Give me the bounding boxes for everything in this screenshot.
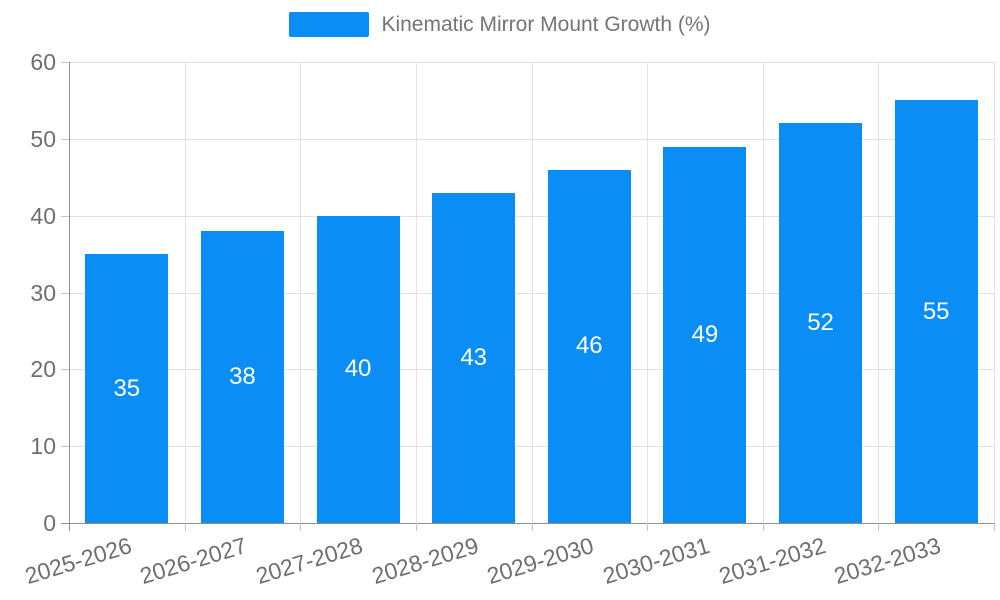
x-axis-tick [647, 523, 649, 531]
legend-label: Kinematic Mirror Mount Growth (%) [381, 12, 711, 36]
x-axis-label: 2029-2030 [484, 532, 597, 590]
bar [663, 146, 747, 523]
bar-value-label: 52 [807, 309, 834, 337]
legend-item[interactable]: Kinematic Mirror Mount Growth (%) [0, 12, 1000, 37]
x-axis-tick [415, 523, 417, 531]
bar [432, 192, 516, 523]
bar-value-label: 55 [922, 297, 950, 325]
x-axis-tick [184, 523, 186, 531]
x-axis-label: 2025-2026 [21, 532, 135, 590]
bar [316, 215, 400, 523]
x-axis-tick [300, 523, 302, 531]
y-axis-tick [61, 62, 69, 63]
x-axis-tick [531, 523, 533, 531]
bar-value-label: 38 [229, 363, 256, 391]
y-axis-tick [61, 369, 69, 371]
gridline-vertical [415, 62, 417, 523]
y-axis-tick-label: 40 [30, 202, 56, 229]
x-axis-tick [994, 523, 995, 531]
x-axis-label: 2032-2033 [830, 532, 944, 590]
x-axis-label: 2026-2027 [137, 532, 251, 590]
bar-value-label: 40 [344, 355, 372, 383]
x-axis-label: 2031-2032 [715, 532, 829, 590]
gridline-vertical [184, 62, 186, 523]
y-axis-tick [61, 138, 69, 140]
gridline-vertical [300, 62, 302, 523]
x-axis-label: 2027-2028 [252, 532, 366, 590]
y-axis-tick-label: 10 [30, 433, 56, 460]
x-axis-tick [762, 523, 764, 531]
y-axis-tick-label: 50 [30, 125, 56, 152]
bar-value-label: 35 [113, 374, 141, 402]
legend-swatch-icon [289, 12, 370, 37]
bar-value-label: 49 [691, 320, 719, 348]
bar-value-label: 46 [575, 332, 603, 360]
gridline-vertical [878, 62, 880, 523]
bar [200, 231, 284, 523]
gridline-vertical [762, 62, 764, 523]
y-axis-tick-label: 60 [30, 49, 56, 75]
gridline-vertical [994, 62, 995, 523]
bar [547, 169, 631, 523]
x-axis-label: 2028-2029 [368, 532, 482, 590]
bar [894, 100, 978, 523]
y-axis-tick [61, 446, 69, 448]
y-axis-tick [61, 215, 69, 217]
bar-value-label: 43 [460, 343, 488, 371]
x-axis-line [61, 523, 994, 524]
x-axis-label: 2030-2031 [599, 532, 713, 590]
y-axis-line [69, 62, 70, 531]
y-axis-tick [61, 292, 69, 294]
y-axis-tick-label: 20 [30, 356, 56, 383]
bar [779, 123, 863, 523]
bar [85, 254, 169, 523]
gridline-vertical [531, 62, 533, 523]
gridline-vertical [647, 62, 649, 523]
y-axis-tick-label: 0 [43, 510, 56, 536]
y-axis-tick-label: 30 [30, 279, 56, 306]
x-axis-tick [878, 523, 880, 531]
